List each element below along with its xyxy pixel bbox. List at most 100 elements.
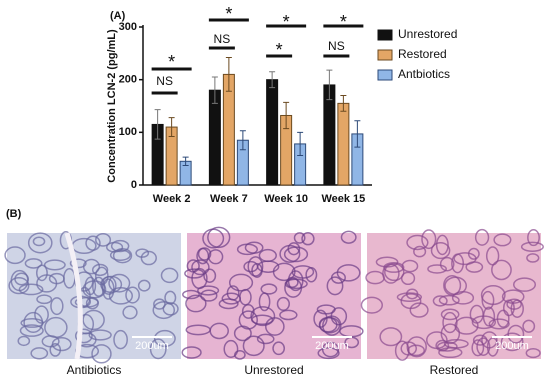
tissue-texture — [24, 258, 43, 269]
tissue-texture — [191, 259, 210, 276]
tissue-texture — [394, 340, 410, 361]
error-bar — [168, 117, 175, 138]
significance-label: * — [276, 40, 283, 60]
tissue-texture — [480, 285, 506, 306]
tissue-texture — [153, 329, 176, 348]
tissue-texture — [88, 329, 112, 341]
x-tick-label: Week 10 — [264, 193, 308, 205]
tissue-texture — [91, 263, 109, 277]
x-tick-label: Week 7 — [210, 193, 248, 205]
tissue-texture — [51, 336, 72, 352]
tissue-texture — [336, 264, 361, 282]
tissue-texture — [239, 288, 252, 306]
tissue-texture — [18, 283, 44, 296]
error-bar — [239, 130, 246, 151]
tissue-texture — [218, 298, 239, 310]
tissue-texture — [23, 311, 44, 333]
tissue-texture — [272, 262, 296, 282]
significance-label: * — [340, 12, 347, 32]
legend-swatch — [377, 49, 393, 61]
tissue-texture — [396, 292, 423, 302]
tissue-texture — [202, 228, 225, 249]
tissue-texture — [436, 341, 458, 352]
tissue-texture — [34, 305, 49, 324]
significance-label: * — [225, 4, 232, 24]
tissue-texture — [19, 324, 44, 337]
tissue-texture — [467, 247, 480, 260]
tissue-texture — [427, 264, 447, 274]
tissue-texture — [197, 247, 212, 261]
tissue-texture — [108, 273, 131, 293]
error-bar — [269, 71, 276, 89]
y-tick-label: 300 — [119, 21, 137, 33]
tissue-texture — [36, 294, 53, 305]
tissue-texture — [440, 308, 460, 321]
tissue-texture — [122, 305, 138, 320]
tissue-texture — [439, 256, 455, 272]
tissue-texture — [17, 335, 31, 347]
tissue-texture — [413, 245, 427, 258]
significance-label: NS — [328, 39, 345, 53]
y-tick-label: 100 — [119, 126, 137, 138]
tissue-texture — [236, 243, 258, 256]
tissue-texture — [319, 316, 341, 334]
error-bar — [225, 57, 232, 92]
tissue-texture — [409, 302, 429, 318]
legend-label: Restored — [398, 47, 447, 61]
tissue-texture — [10, 269, 29, 292]
tissue-texture — [243, 260, 259, 273]
tissue-texture — [94, 266, 109, 286]
bar — [266, 79, 279, 186]
tissue-texture — [272, 341, 286, 356]
tissue-texture — [438, 294, 460, 306]
tissue-texture — [48, 272, 65, 285]
tissue-texture — [181, 346, 202, 359]
tissue-texture — [471, 315, 497, 330]
tissue-texture — [223, 339, 239, 359]
scale-bar-label: 200um — [495, 340, 529, 352]
error-bar — [354, 120, 361, 148]
tissue-texture — [256, 333, 275, 345]
error-bar — [326, 69, 333, 101]
tissue-texture — [522, 319, 536, 333]
tissue-texture — [109, 249, 131, 261]
tissue-texture — [510, 299, 524, 318]
error-bar — [182, 156, 189, 167]
tissue-texture — [421, 229, 437, 250]
tissue-texture — [82, 280, 107, 299]
tissue-texture — [196, 247, 210, 265]
tissue-texture — [84, 276, 97, 296]
legend-label: Antbiotics — [398, 67, 450, 81]
tissue-texture — [485, 246, 500, 266]
tissue-texture — [291, 265, 315, 279]
tissue-texture — [203, 268, 217, 283]
legend-label: Unrestored — [398, 27, 457, 41]
tissue-texture — [474, 228, 490, 246]
bar — [208, 89, 221, 186]
image-caption: Antibiotics — [67, 363, 122, 377]
tissue-texture — [400, 271, 416, 286]
error-bar — [283, 101, 290, 130]
error-bar — [340, 94, 347, 112]
histology-image: 200um — [360, 228, 544, 361]
error-bar — [154, 109, 161, 140]
tissue-texture — [8, 277, 30, 295]
tissue-texture — [242, 335, 265, 357]
tissue-texture — [283, 246, 309, 263]
tissue-texture — [185, 294, 207, 313]
tissue-texture — [69, 258, 87, 269]
error-bar — [211, 76, 218, 104]
tissue-texture — [465, 261, 484, 273]
tissue-texture — [430, 241, 451, 260]
tissue-texture — [321, 341, 340, 358]
tissue-texture — [500, 332, 524, 352]
significance-label: * — [168, 52, 175, 72]
tissue-texture — [384, 263, 405, 282]
tissue-texture — [481, 290, 495, 310]
tissue-texture — [260, 283, 278, 295]
tissue-fold — [64, 232, 83, 360]
tissue-texture — [379, 327, 403, 347]
tissue-texture — [476, 337, 491, 356]
tissue-texture — [110, 239, 130, 253]
